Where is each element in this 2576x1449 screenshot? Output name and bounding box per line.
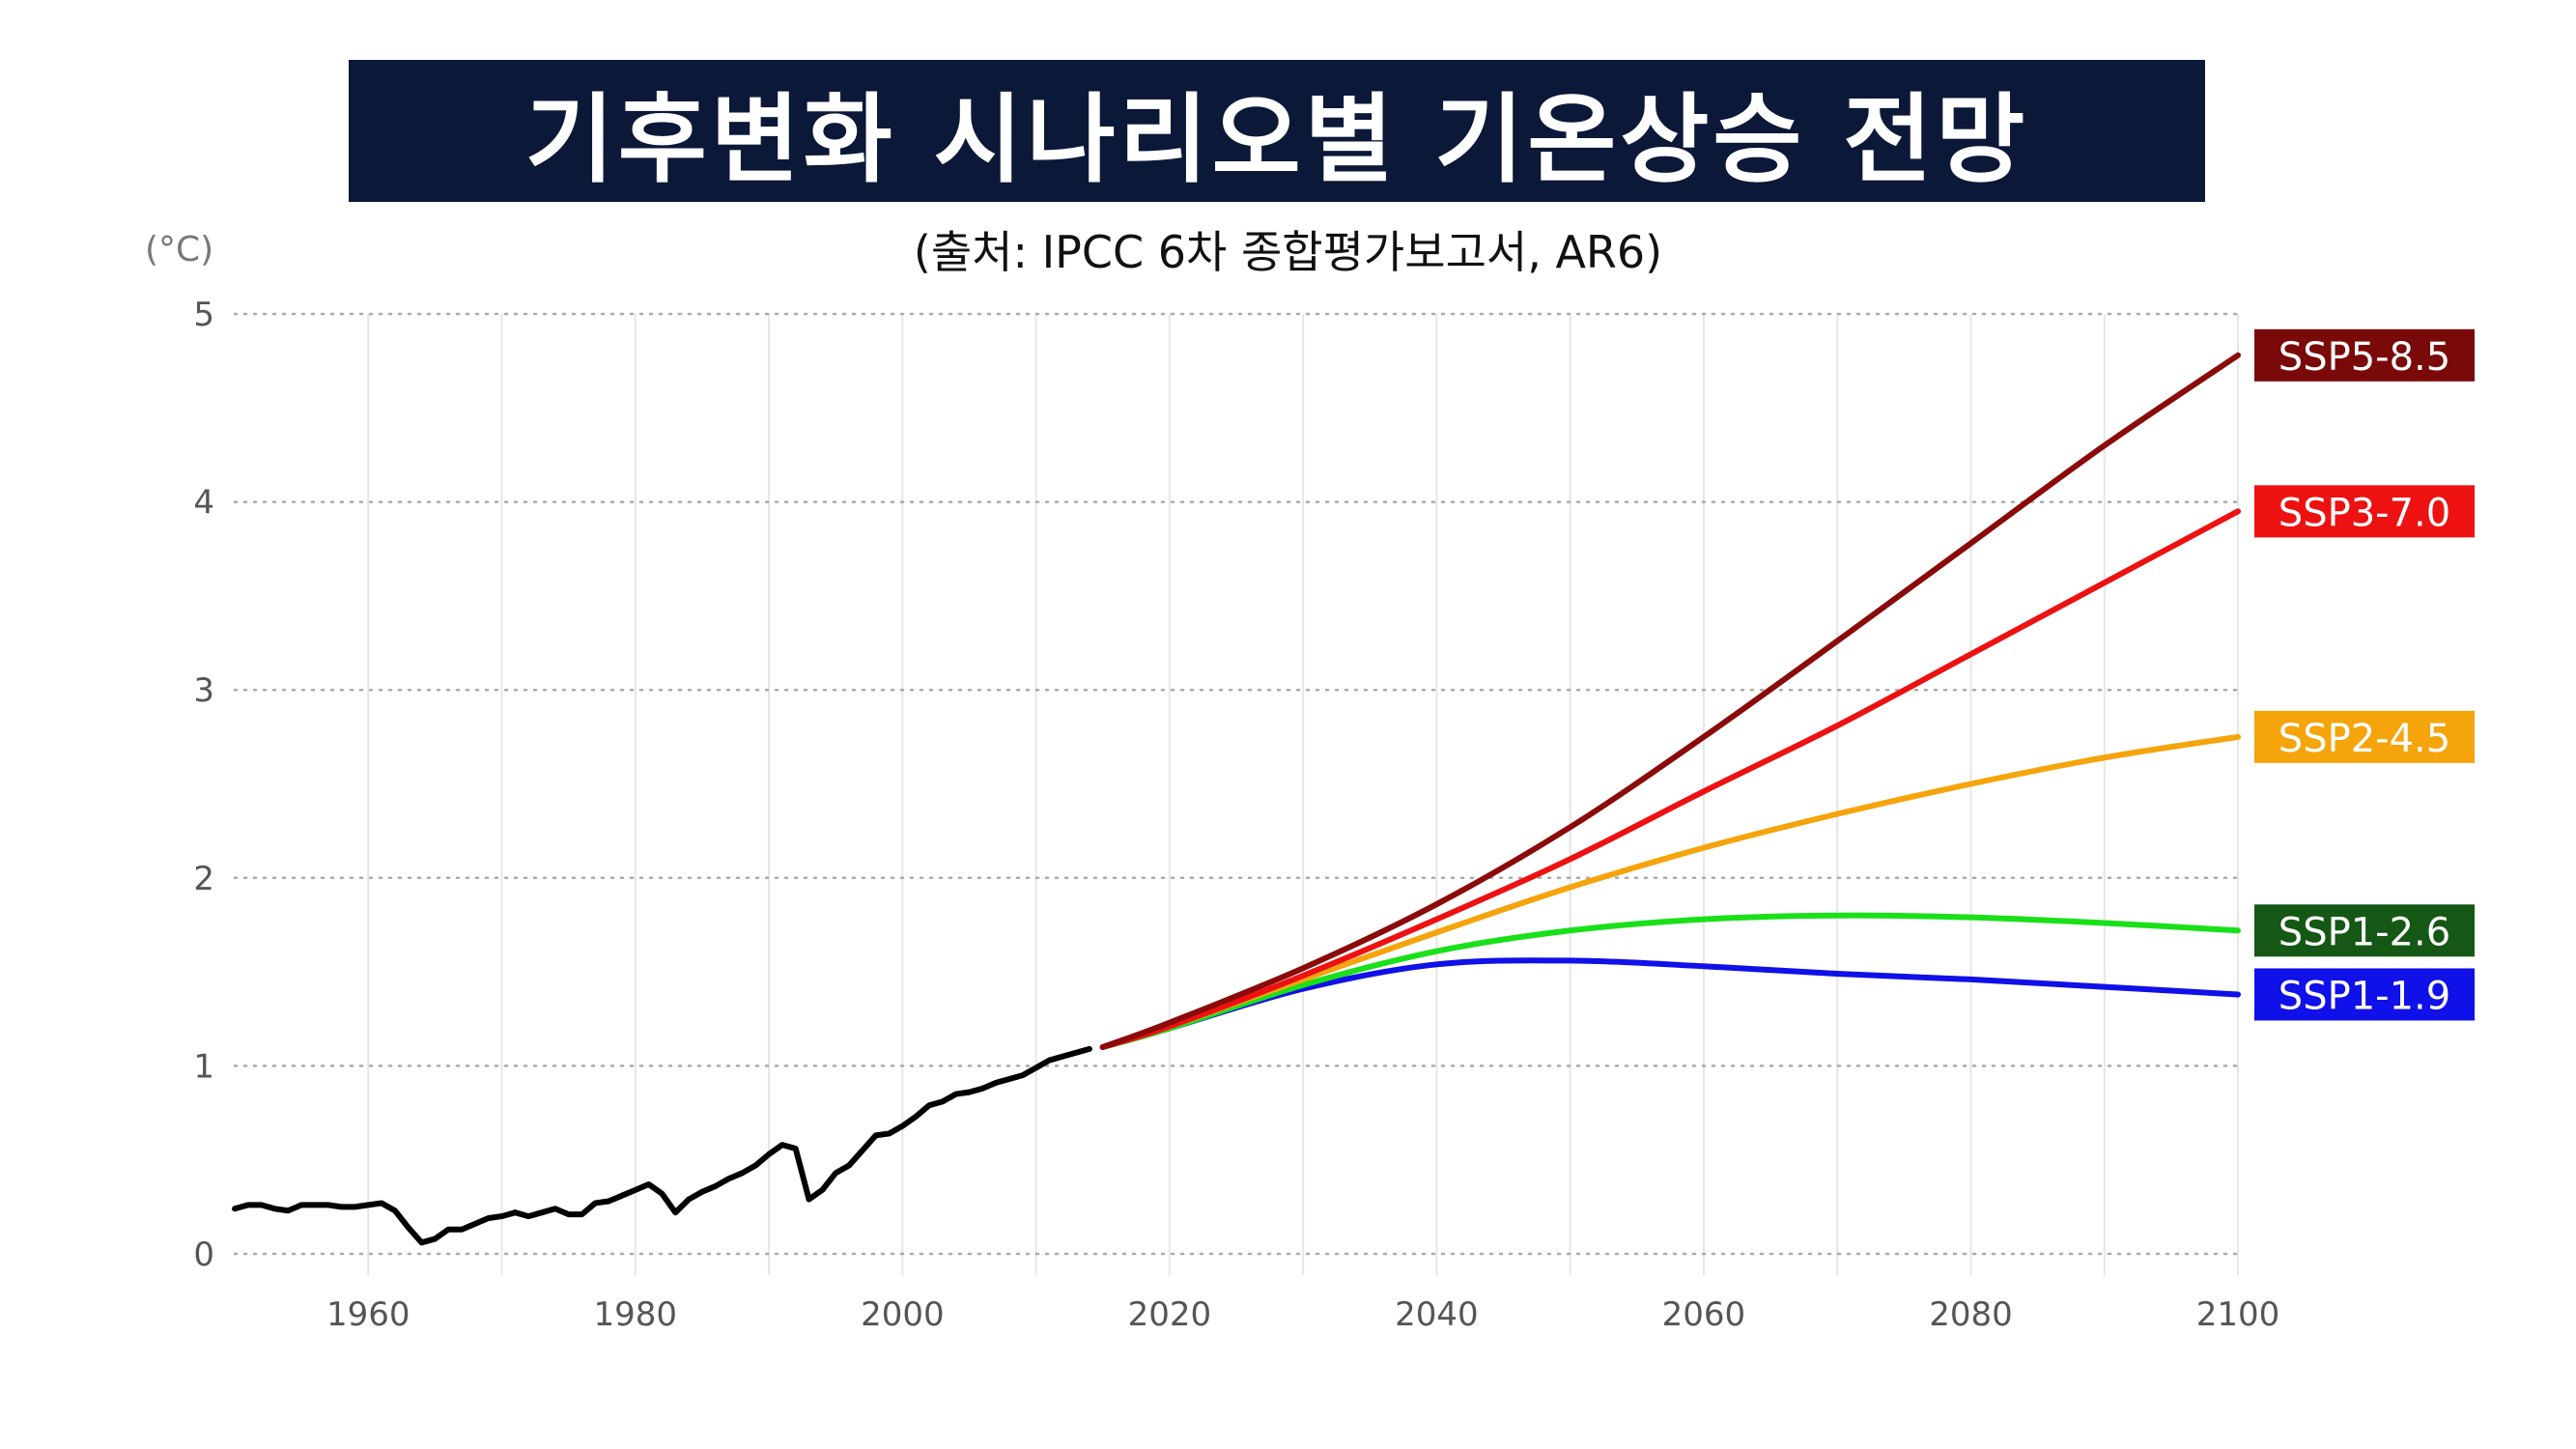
scenario-label-ssp3-70: SSP3-7.0 (2254, 485, 2475, 538)
y-tick-label: 3 (193, 671, 214, 710)
series-lines (232, 352, 2241, 1246)
x-tick-label: 1980 (594, 1295, 678, 1334)
grid (233, 312, 2243, 1275)
scenario-label-bg (2254, 904, 2475, 957)
page-subtitle: (출처: IPCC 6차 종합평가보고서, AR6) (913, 226, 1663, 278)
x-tick-label: 2040 (1395, 1295, 1479, 1334)
scenario-label-bg (2254, 328, 2475, 382)
scenario-labels: SSP5-8.5 SSP3-7.0 SSP2-4.5 SSP1-2.6 SSP1-1.9 (2254, 328, 2475, 1021)
scenario-label-text: SSP2-4.5 (2279, 717, 2450, 761)
y-tick-label: 5 (193, 296, 214, 334)
scenario-label-bg (2254, 968, 2475, 1021)
x-tick-label: 2100 (2196, 1295, 2280, 1334)
page-title: 기후변화 시나리오별 기온상승 전망 (524, 83, 2029, 196)
scenario-line-ssp5-85 (1099, 352, 2241, 1050)
y-unit-label: (°C) (145, 230, 213, 270)
y-tick-label: 2 (193, 860, 214, 898)
scenario-line-ssp3-70 (1099, 508, 2241, 1050)
historical-line (232, 1045, 1092, 1246)
scenario-label-text: SSP3-7.0 (2279, 491, 2450, 535)
axis-ticks: 0 1 2 3 4 5 1960 1980 2000 2020 2040 2060 2080 2100 (193, 296, 2279, 1334)
x-tick-label: 2060 (1662, 1295, 1746, 1334)
scenario-line-ssp2-45 (1099, 733, 2241, 1050)
y-tick-label: 0 (193, 1236, 214, 1274)
scenario-label-ssp2-45: SSP2-4.5 (2254, 710, 2475, 763)
x-tick-label: 1960 (326, 1295, 410, 1334)
scenario-label-ssp5-85: SSP5-8.5 (2254, 328, 2475, 382)
scenario-label-bg (2254, 710, 2475, 763)
x-tick-label: 2080 (1929, 1295, 2013, 1334)
x-tick-label: 2020 (1128, 1295, 1212, 1334)
title-banner: 기후변화 시나리오별 기온상승 전망 (349, 60, 2205, 202)
scenario-label-text: SSP1-2.6 (2279, 910, 2450, 954)
scenario-label-text: SSP5-8.5 (2279, 335, 2450, 380)
scenario-line-ssp1-19 (1099, 957, 2241, 1050)
scenario-label-ssp1-19: SSP1-1.9 (2254, 968, 2475, 1021)
x-tick-label: 2000 (861, 1295, 945, 1334)
scenario-label-bg (2254, 485, 2475, 538)
scenario-line-ssp1-26 (1099, 912, 2241, 1050)
y-tick-label: 1 (193, 1047, 214, 1086)
y-tick-label: 4 (193, 484, 214, 523)
scenario-label-ssp1-26: SSP1-2.6 (2254, 904, 2475, 957)
scenario-label-text: SSP1-1.9 (2279, 974, 2450, 1018)
